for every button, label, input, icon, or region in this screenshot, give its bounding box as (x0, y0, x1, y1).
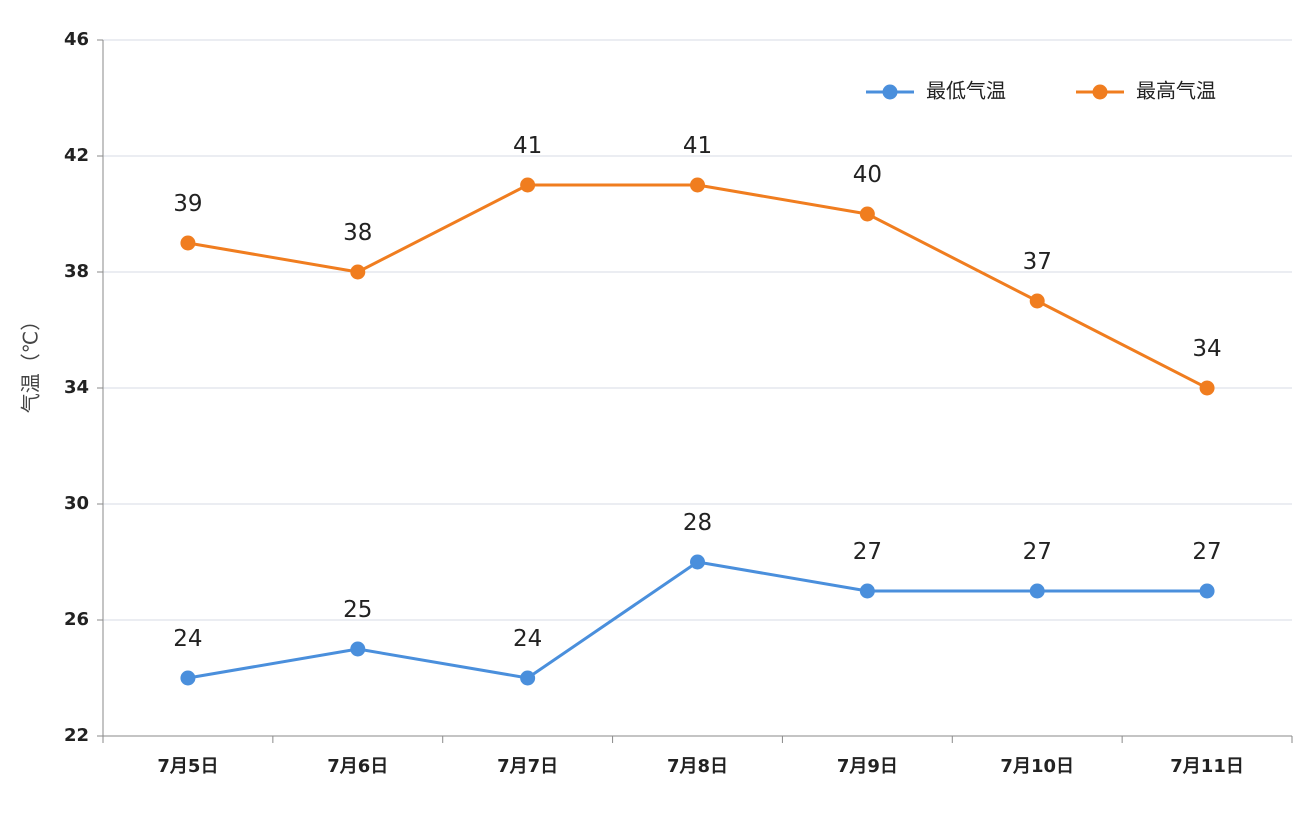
x-tick-label: 7月7日 (497, 756, 558, 777)
data-point (690, 554, 705, 570)
series-layer (180, 177, 1215, 686)
data-label: 27 (853, 539, 882, 565)
data-label: 40 (853, 162, 882, 188)
y-tick-label: 26 (64, 609, 89, 630)
data-point (350, 264, 366, 280)
x-tick-label: 7月5日 (157, 756, 218, 777)
data-point (1199, 583, 1215, 599)
y-tick-label: 22 (64, 725, 89, 746)
data-label: 41 (513, 133, 542, 159)
series-line-1 (187, 183, 1208, 390)
legend-label: 最高气温 (1136, 79, 1216, 103)
data-point (690, 177, 705, 193)
legend-marker (1092, 84, 1108, 100)
data-label: 34 (1192, 336, 1221, 362)
data-label: 24 (513, 626, 542, 652)
data-point (350, 641, 366, 657)
y-tick-label: 34 (64, 377, 89, 398)
legend: 最低气温 最高气温 (866, 79, 1216, 103)
data-label: 41 (683, 133, 712, 159)
data-label: 37 (1023, 249, 1052, 275)
x-tick-label: 7月6日 (327, 756, 388, 777)
axis-layer: 22 26 30 34 38 42 46 7月5日 7月6日 7月7日 7月8日 7月9日 7月10日 7… (64, 29, 1293, 777)
data-point (859, 206, 875, 222)
x-tick-label: 7月8日 (667, 756, 728, 777)
grid-layer (103, 39, 1292, 621)
data-point (180, 235, 196, 251)
data-label: 39 (173, 191, 202, 217)
data-label: 27 (1192, 539, 1221, 565)
y-tick-label: 46 (64, 29, 89, 50)
data-label: 38 (343, 220, 372, 246)
y-axis-label: 气温（℃） (19, 311, 43, 413)
data-point (1029, 583, 1045, 599)
x-tick-label: 7月11日 (1170, 756, 1244, 777)
data-label: 24 (173, 626, 202, 652)
data-label: 25 (343, 597, 372, 623)
data-point (520, 670, 536, 686)
y-tick-label: 42 (64, 145, 89, 166)
x-tick-label: 7月10日 (1000, 756, 1074, 777)
data-point (1199, 380, 1215, 396)
legend-label: 最低气温 (926, 79, 1006, 103)
y-tick-label: 38 (64, 261, 89, 282)
data-point (859, 583, 875, 599)
x-tick-label: 7月9日 (837, 756, 898, 777)
data-label: 28 (683, 510, 712, 536)
legend-marker (882, 84, 898, 100)
data-point (1029, 293, 1045, 309)
y-tick-label: 30 (64, 493, 89, 514)
data-point (520, 177, 536, 193)
data-point (180, 670, 196, 686)
data-label: 27 (1023, 539, 1052, 565)
data-label-layer: 24 25 24 28 27 27 27 39 38 41 41 40 37 34 (173, 133, 1221, 652)
